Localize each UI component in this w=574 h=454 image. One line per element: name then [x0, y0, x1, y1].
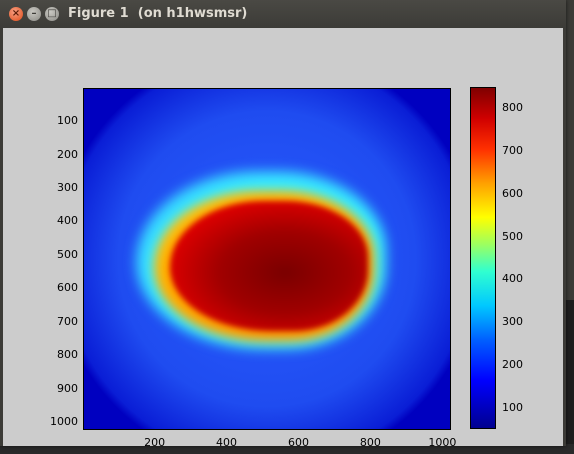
y-tick-label: 800 [57, 348, 78, 362]
colorbar-tick-label: 400 [502, 272, 523, 286]
x-tick-label: 200 [144, 436, 166, 449]
heatmap-peak-region [170, 201, 368, 331]
x-tick-label: 1000 [428, 436, 457, 449]
y-tick-label: 600 [57, 281, 78, 295]
background-window-bottom [0, 444, 574, 454]
x-tick-label: 400 [216, 436, 238, 449]
figure-canvas: 100 200 300 400 500 600 700 800 900 1000 200 400 60… [3, 28, 563, 449]
colorbar-tick-label: 700 [502, 144, 523, 158]
y-tick-label: 700 [57, 314, 78, 328]
y-tick-label: 300 [57, 180, 78, 194]
y-tick-label: 900 [57, 381, 78, 395]
y-tick-label: 200 [57, 147, 78, 161]
close-icon: × [11, 8, 21, 19]
window-titlebar[interactable]: × – □ Figure 1 (on h1hwsmsr) [0, 0, 566, 28]
minimize-button[interactable]: – [27, 7, 41, 21]
y-tick-label: 1000 [50, 414, 78, 428]
colorbar-tick-label: 600 [502, 186, 523, 200]
maximize-button[interactable]: □ [45, 7, 59, 21]
colorbar-tick-label: 800 [502, 101, 523, 115]
window-title: Figure 1 (on h1hwsmsr) [68, 6, 248, 21]
x-tick-label: 800 [359, 436, 381, 449]
colorbar-tick-label: 200 [502, 357, 523, 371]
maximize-icon: □ [47, 8, 57, 19]
figure-window: × – □ Figure 1 (on h1hwsmsr) 100 200 300 40… [0, 0, 566, 449]
colorbar-tick-label: 100 [502, 400, 523, 414]
x-tick-label: 600 [287, 436, 309, 449]
image-axes[interactable] [83, 88, 451, 430]
y-tick-label: 500 [57, 247, 78, 261]
colorbar-tick-label: 500 [502, 229, 523, 243]
y-tick-label: 400 [57, 214, 78, 228]
close-button[interactable]: × [9, 7, 23, 21]
y-tick-label: 100 [57, 114, 78, 128]
minimize-icon: – [31, 8, 37, 19]
colorbar-tick-label: 300 [502, 315, 523, 329]
colorbar [470, 87, 496, 429]
